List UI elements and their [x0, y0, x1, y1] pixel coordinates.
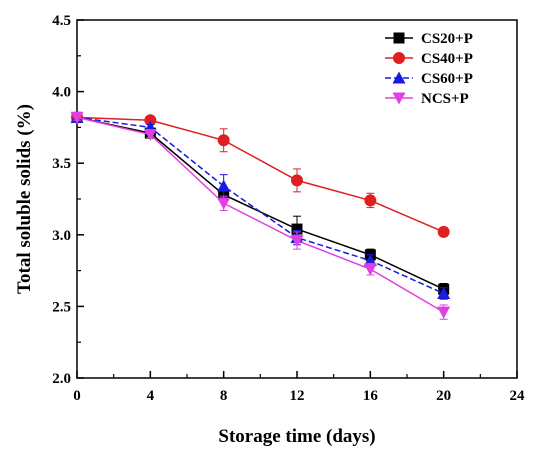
series-group: [71, 111, 450, 238]
data-point: [291, 223, 303, 235]
y-tick-label: 4.0: [52, 85, 71, 101]
y-tick-label: 2.0: [52, 371, 71, 387]
data-point: [144, 114, 157, 127]
legend-label: CS20+P: [421, 31, 473, 47]
tick-labels: 0 4 8 12 16 20 24 2.0 2.5 3.0 3.5 4.0 4.5: [52, 13, 525, 404]
series-line: [76, 116, 445, 313]
series-group: [71, 111, 450, 296]
y-axis-title: Total soluble solids (%): [14, 104, 35, 294]
data-point: [437, 306, 451, 319]
legend-label: NCS+P: [421, 91, 469, 107]
data-point: [217, 134, 230, 147]
series-group: [70, 110, 451, 300]
data-point: [70, 111, 84, 124]
x-tick-label: 24: [510, 388, 526, 404]
data-point: [364, 194, 377, 207]
legend-marker: [392, 92, 406, 105]
x-tick-label: 4: [147, 388, 155, 404]
data-point: [291, 174, 303, 187]
x-axis-title: Storage time (days): [218, 426, 375, 447]
data-point: [217, 197, 231, 210]
data-point: [363, 263, 377, 276]
legend-marker: [393, 52, 405, 64]
x-tick-label: 16: [363, 388, 379, 404]
series-line: [76, 116, 444, 233]
data-point: [217, 179, 231, 192]
data-point: [437, 287, 451, 300]
legend-label: CS60+P: [421, 71, 473, 87]
series-line: [76, 116, 444, 290]
x-tick-label: 8: [220, 388, 228, 404]
series-line: [76, 116, 444, 295]
legend-label: CS40+P: [421, 51, 473, 67]
y-tick-label: 3.0: [52, 228, 71, 244]
y-tick-label: 4.5: [52, 13, 71, 29]
data-point: [143, 129, 157, 142]
legend-marker: [392, 71, 406, 84]
x-tick-label: 12: [290, 388, 305, 404]
legend: CS20+P CS40+P CS60+P NCS+P: [385, 31, 473, 107]
series-group: [70, 111, 451, 320]
x-tick-label: 20: [436, 388, 451, 404]
axis-ticks: [76, 19, 518, 379]
legend-marker: [393, 32, 405, 44]
y-tick-label: 2.5: [52, 299, 71, 315]
series-layer: [70, 110, 451, 320]
x-tick-label: 0: [73, 388, 81, 404]
y-tick-label: 3.5: [52, 156, 71, 172]
data-point: [437, 225, 450, 238]
data-point: [290, 235, 304, 248]
